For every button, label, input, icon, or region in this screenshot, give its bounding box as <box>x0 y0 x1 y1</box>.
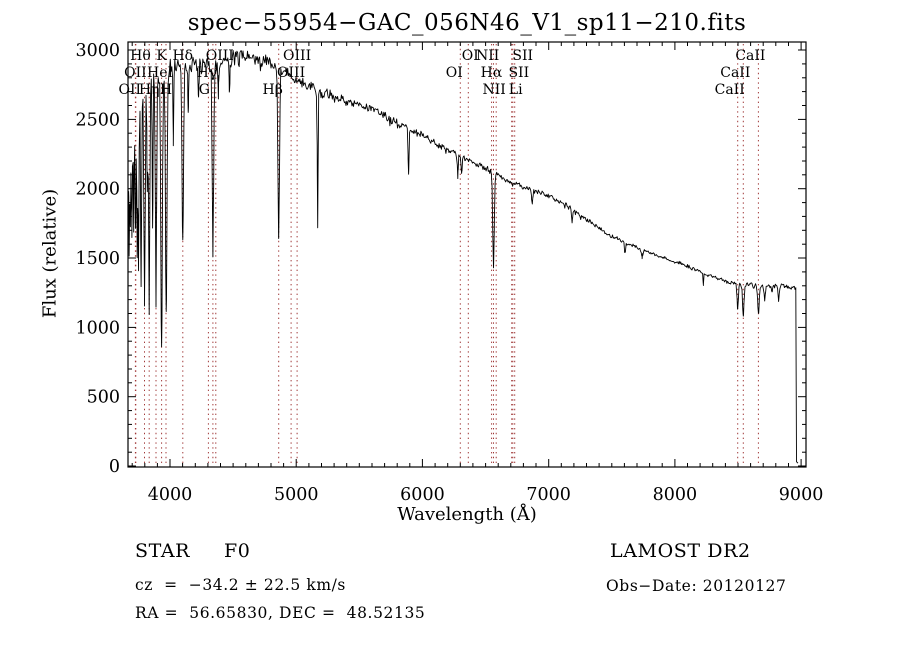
plot-frame <box>127 41 807 468</box>
object-class: STAR <box>135 540 191 562</box>
spectral-line-label: CaII <box>735 48 765 64</box>
x-tick-label: 4000 <box>148 485 193 505</box>
y-axis-label: Flux (relative) <box>39 188 61 319</box>
spectral-line-label: Li <box>509 82 523 98</box>
spectral-line-label: K <box>156 48 167 64</box>
spectral-line-label: CaII <box>720 65 750 81</box>
y-tick-label: 0 <box>109 457 120 477</box>
obs-date: Obs−Date: 20120127 <box>606 577 787 595</box>
x-tick-label: 7000 <box>526 485 571 505</box>
spectral-line-label: SII <box>508 65 529 81</box>
cz-value: cz = −34.2 ± 22.5 km/s <box>135 576 346 594</box>
spectral-line-label: OII <box>119 82 142 98</box>
y-tick-label: 1500 <box>75 249 120 269</box>
spectral-line-label: Hβ <box>263 82 283 98</box>
spectral-line-label: OII <box>124 65 147 81</box>
y-tick-label: 2000 <box>75 180 120 200</box>
y-tick-label: 500 <box>87 388 120 408</box>
x-tick-label: 8000 <box>653 485 698 505</box>
x-axis-label: Wavelength (Å) <box>397 504 537 525</box>
x-tick-label: 5000 <box>274 485 319 505</box>
y-tick-label: 2500 <box>75 110 120 130</box>
spectral-line-label: OIII <box>277 65 305 81</box>
spectral-line-label: G <box>199 82 210 98</box>
spectral-line-label: NII <box>483 82 506 98</box>
spectral-line-label: OIII <box>283 48 311 64</box>
spectral-line-label: Hγ <box>197 65 218 81</box>
spectral-line-label: NII <box>476 48 499 64</box>
spectral-line-label: OI <box>462 48 479 64</box>
y-tick-label: 3000 <box>75 41 120 61</box>
spectral-line-label: CaII <box>715 82 745 98</box>
ra-dec-value: RA = 56.65830, DEC = 48.52135 <box>135 604 426 622</box>
spectral-line-label: Hη <box>139 82 160 98</box>
spectral-line-label: H <box>160 82 172 98</box>
y-tick-label: 1000 <box>75 318 120 338</box>
spectral-line-label: HeI <box>147 65 173 81</box>
survey-release: LAMOST DR2 <box>610 540 751 562</box>
spectral-line-label: SII <box>512 48 533 64</box>
x-tick-label: 9000 <box>779 485 824 505</box>
spectral-line-label: Hα <box>481 65 503 81</box>
object-subclass: F0 <box>224 540 251 562</box>
spectrum-path <box>128 49 799 464</box>
spectral-line-label: Hθ <box>130 48 151 64</box>
plot-title: spec−55954−GAC_056N46_V1_sp11−210.fits <box>187 10 747 36</box>
spectral-line-label: Hδ <box>172 48 193 64</box>
spectral-line-label: OIII <box>206 48 234 64</box>
spectral-line-label: OI <box>446 65 463 81</box>
x-tick-label: 6000 <box>400 485 445 505</box>
